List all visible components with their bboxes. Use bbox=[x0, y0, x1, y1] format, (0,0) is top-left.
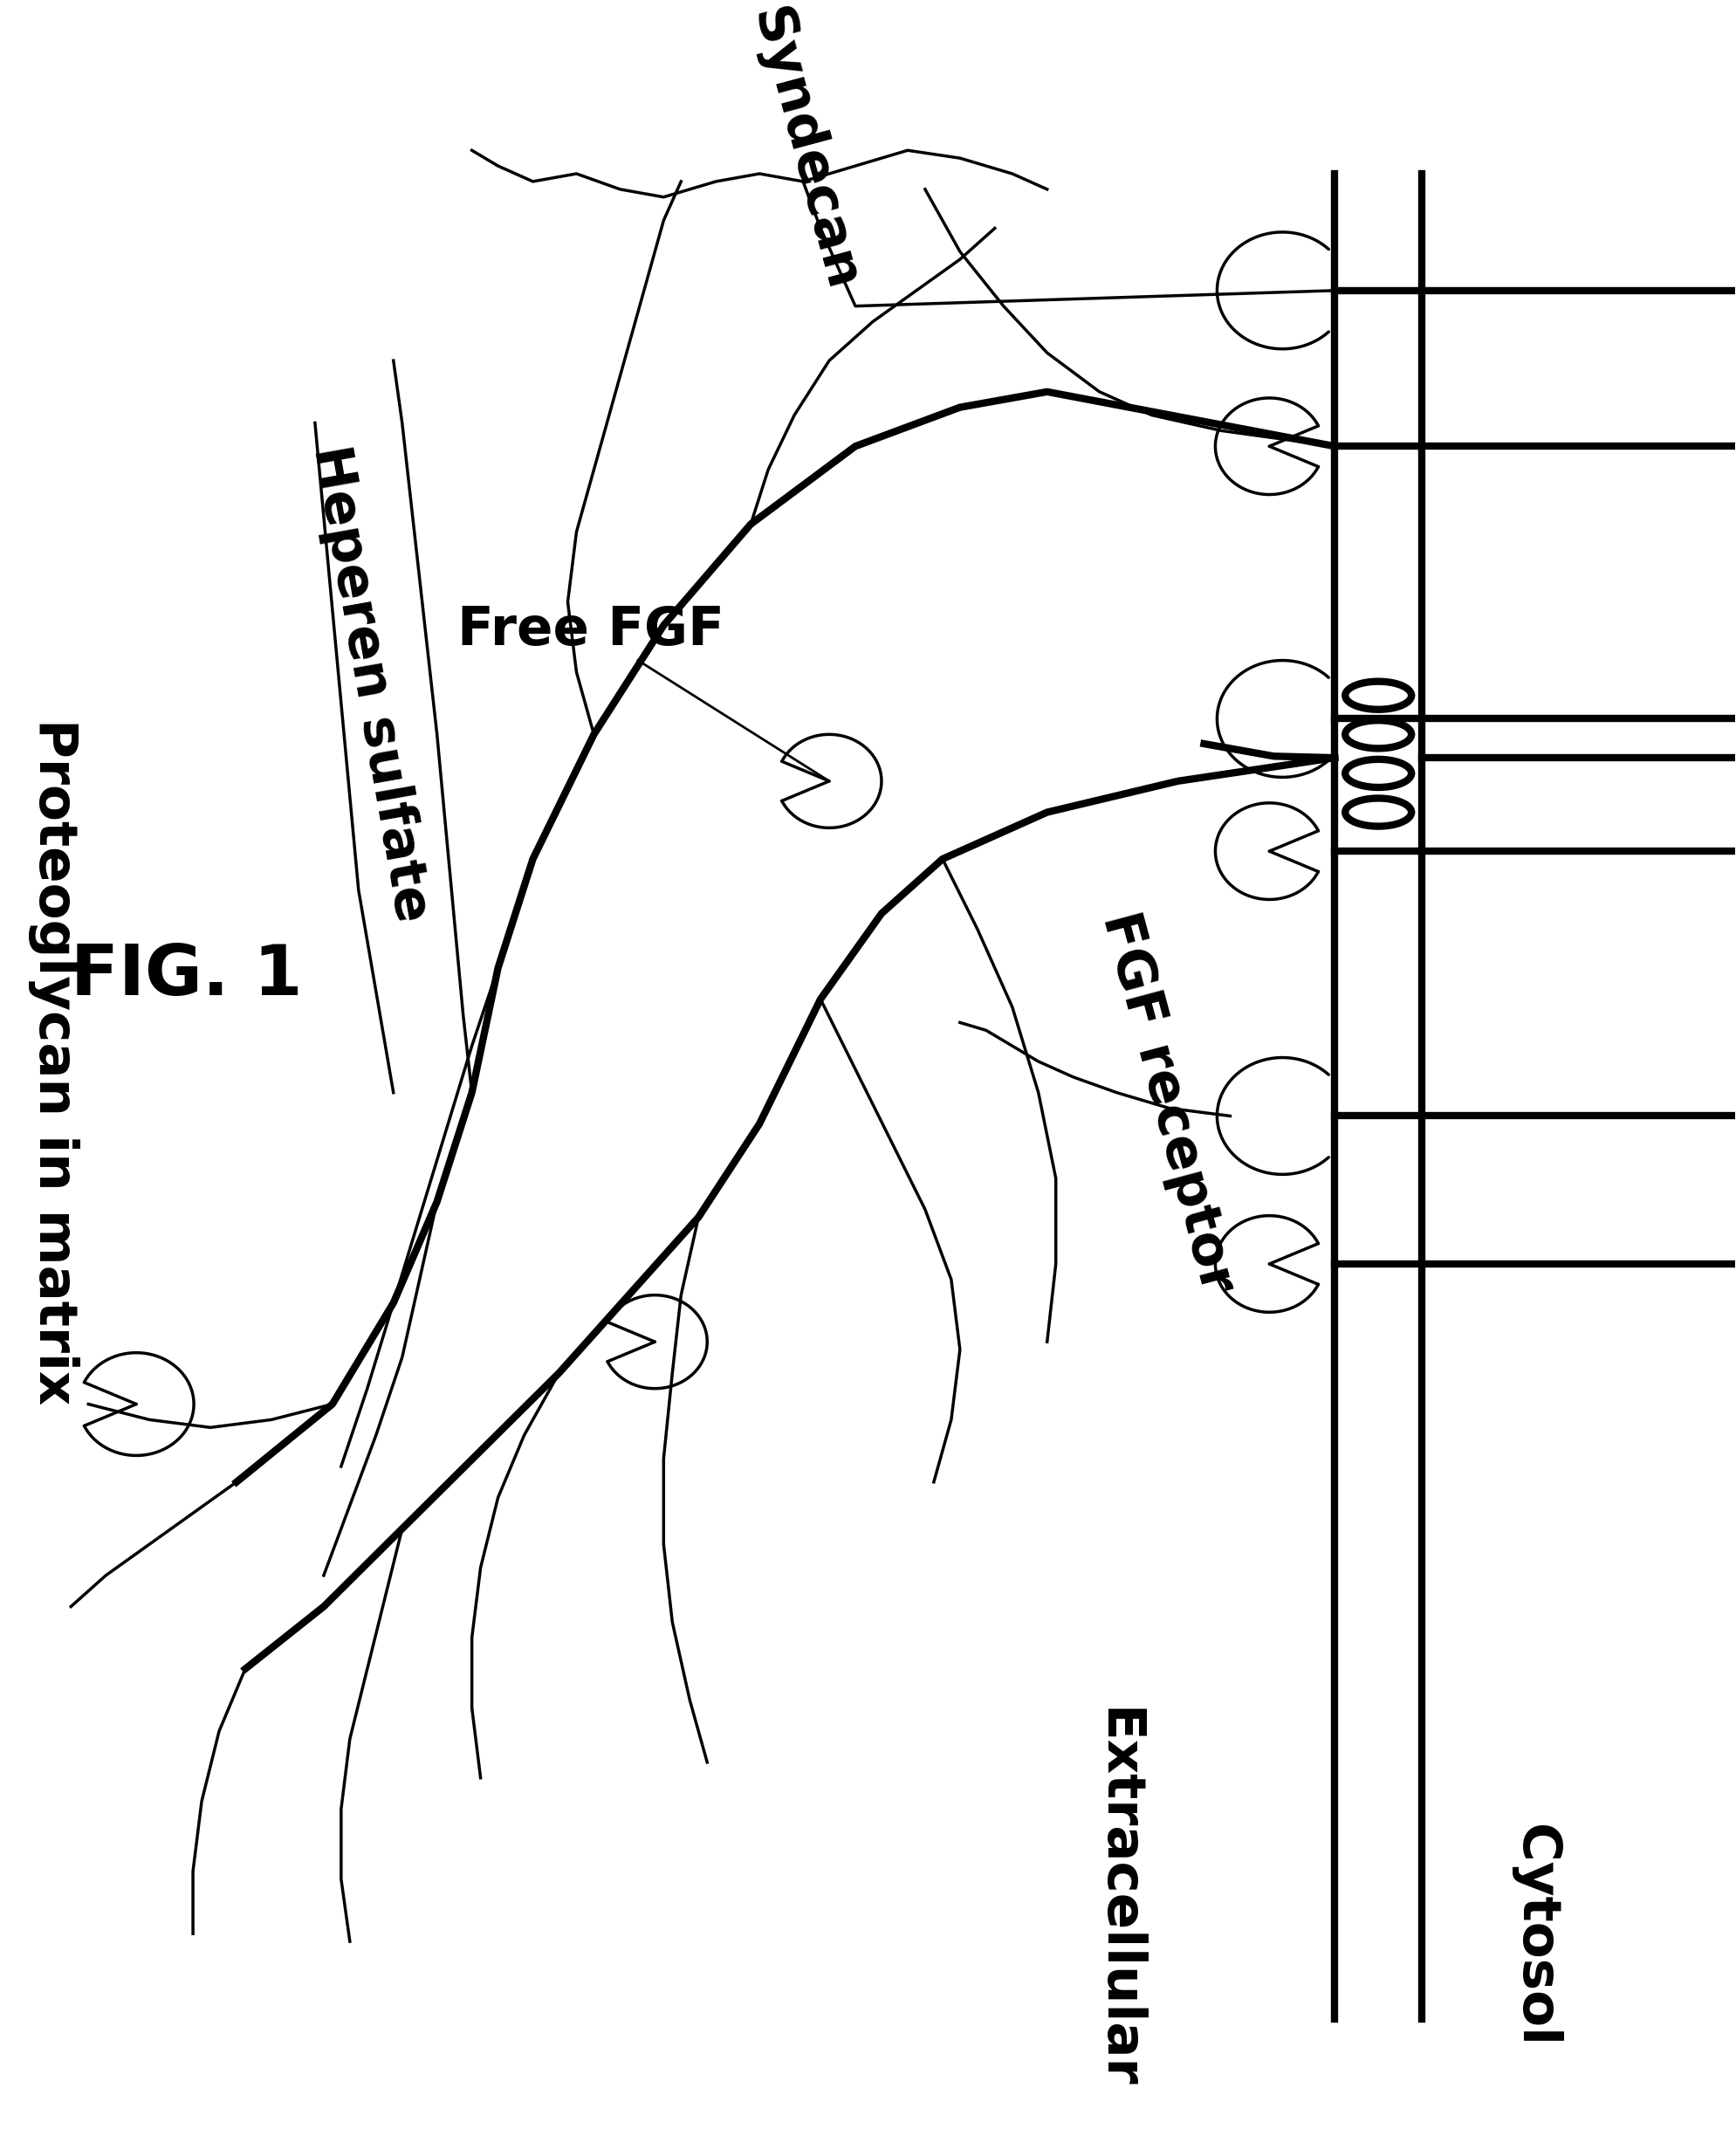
Text: Heperen sulfate: Heperen sulfate bbox=[302, 442, 437, 927]
Text: Proteoglycan in matrix: Proteoglycan in matrix bbox=[28, 720, 80, 1405]
Text: Cytosol: Cytosol bbox=[1509, 1824, 1561, 2046]
Text: Extracellular: Extracellular bbox=[1092, 1709, 1142, 2089]
Text: FIG. 1: FIG. 1 bbox=[71, 942, 302, 1010]
Text: Syndecan: Syndecan bbox=[741, 2, 866, 297]
Text: FGF receptor: FGF receptor bbox=[1092, 908, 1243, 1299]
Text: Free FGF: Free FGF bbox=[458, 604, 826, 780]
